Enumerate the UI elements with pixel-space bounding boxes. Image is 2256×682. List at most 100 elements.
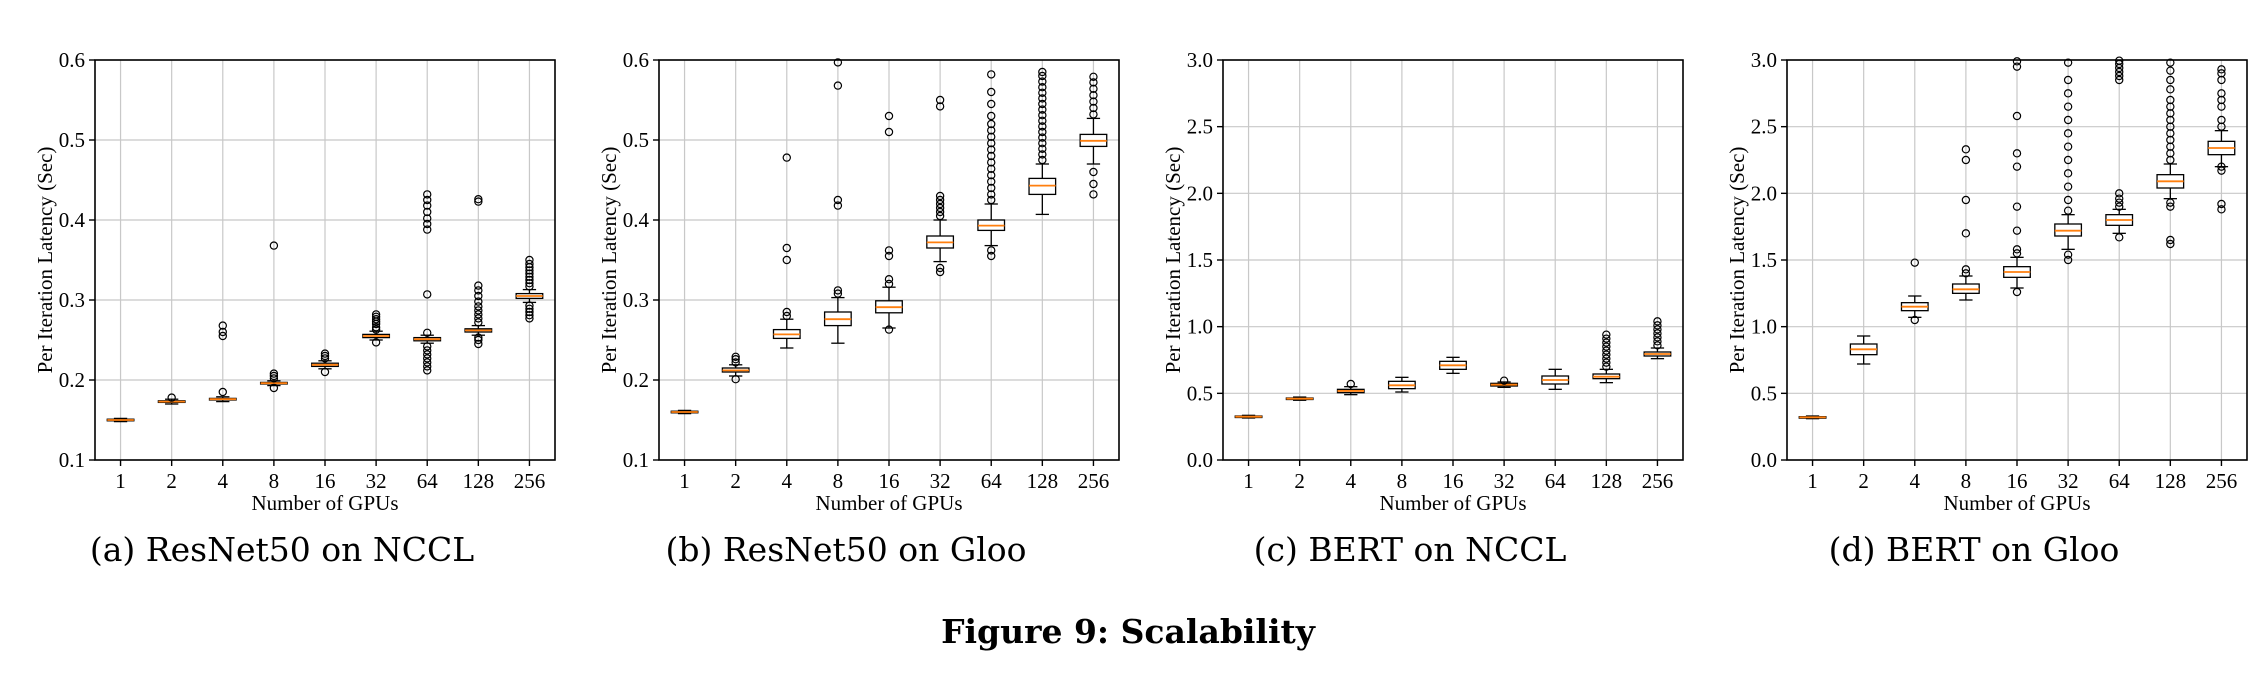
x-tick-label: 256 bbox=[1078, 469, 1110, 493]
outlier-point bbox=[371, 338, 381, 347]
outlier-point bbox=[833, 201, 843, 210]
outlier-point bbox=[2063, 75, 2073, 85]
outlier-point bbox=[371, 323, 381, 332]
y-tick-label: 0.2 bbox=[623, 368, 649, 392]
outlier-point bbox=[474, 286, 483, 295]
outlier-point bbox=[1961, 229, 1971, 238]
x-tick-label: 32 bbox=[1494, 469, 1515, 493]
outlier-point bbox=[269, 241, 279, 250]
outlier-point bbox=[1602, 330, 1611, 339]
outlier-point bbox=[474, 318, 483, 327]
outlier-point bbox=[782, 243, 791, 253]
outlier-point bbox=[320, 354, 330, 363]
x-tick-label: 32 bbox=[930, 469, 951, 493]
outlier-point bbox=[987, 119, 996, 129]
outlier-point bbox=[1653, 341, 1662, 350]
outlier-point bbox=[1089, 90, 1098, 100]
outlier-point bbox=[987, 158, 996, 167]
outlier-point bbox=[1038, 88, 1047, 98]
y-tick-label: 0.6 bbox=[59, 48, 85, 72]
outlier-point bbox=[2166, 85, 2175, 94]
x-tick-label: 256 bbox=[2206, 469, 2238, 493]
outlier-point bbox=[987, 177, 996, 186]
outlier-point bbox=[525, 301, 534, 310]
outlier-point bbox=[525, 259, 534, 269]
outlier-point bbox=[987, 87, 996, 97]
outlier-point bbox=[525, 272, 534, 281]
y-tick-label: 0.0 bbox=[1187, 448, 1213, 472]
outlier-point bbox=[1038, 116, 1047, 126]
x-tick-label: 128 bbox=[1027, 469, 1059, 493]
outlier-point bbox=[1038, 155, 1047, 165]
outlier-point bbox=[1089, 190, 1098, 199]
outlier-point bbox=[1910, 315, 1919, 325]
outlier-point bbox=[2115, 59, 2124, 69]
outlier-point bbox=[987, 111, 996, 121]
outlier-point bbox=[782, 255, 791, 265]
outlier-point bbox=[2063, 115, 2073, 125]
outlier-point bbox=[884, 246, 894, 255]
outlier-point bbox=[2063, 169, 2073, 178]
outlier-point bbox=[1653, 325, 1662, 334]
outlier-point bbox=[525, 304, 534, 313]
outlier-point bbox=[1653, 317, 1662, 326]
outlier-point bbox=[474, 314, 483, 323]
outlier-point bbox=[1961, 145, 1971, 154]
outlier-point bbox=[833, 195, 843, 205]
outlier-point bbox=[1602, 346, 1611, 355]
y-axis-title: Per Iteration Latency (Sec) bbox=[1725, 147, 1749, 374]
outlier-point bbox=[474, 297, 483, 306]
outlier-point bbox=[1089, 110, 1098, 119]
outlier-point bbox=[1038, 67, 1047, 77]
x-tick-label: 64 bbox=[417, 469, 439, 493]
outlier-point bbox=[423, 219, 432, 229]
outlier-point bbox=[2217, 115, 2226, 125]
outlier-point bbox=[474, 306, 483, 315]
chart-svg: 0.0 0.5 1.0 1.5 2.0 2.5 3.0 1 2 4 8 16 32 64 128 256 Num… bbox=[1725, 48, 2248, 515]
outlier-point bbox=[987, 132, 996, 141]
x-axis-title: Number of GPUs bbox=[1380, 491, 1527, 515]
outlier-point bbox=[987, 164, 996, 173]
outlier-point bbox=[1346, 379, 1355, 389]
outlier-point bbox=[525, 282, 534, 291]
outlier-point bbox=[2166, 202, 2175, 211]
x-tick-label: 32 bbox=[2058, 469, 2079, 493]
y-tick-label: 0.0 bbox=[1751, 448, 1777, 472]
outlier-point bbox=[269, 369, 279, 378]
outlier-point bbox=[525, 269, 534, 278]
outlier-point bbox=[1602, 358, 1611, 367]
outlier-point bbox=[525, 255, 534, 265]
outlier-point bbox=[1961, 265, 1971, 274]
x-tick-label: 64 bbox=[2109, 469, 2131, 493]
panel-caption: (a) ResNet50 on NCCL bbox=[89, 530, 475, 569]
x-tick-label: 2 bbox=[730, 469, 741, 493]
y-tick-label: 0.5 bbox=[1187, 381, 1213, 405]
outlier-point bbox=[423, 214, 432, 223]
outlier-point bbox=[987, 246, 996, 255]
outlier-point bbox=[1961, 269, 1971, 278]
outlier-point bbox=[884, 325, 894, 334]
outlier-point bbox=[2063, 89, 2073, 98]
outlier-point bbox=[987, 126, 996, 135]
panel-caption: (c) BERT on NCCL bbox=[1253, 530, 1567, 569]
outlier-point bbox=[1089, 167, 1098, 177]
outlier-point bbox=[2115, 75, 2124, 85]
outlier-point bbox=[2217, 89, 2226, 98]
outlier-point bbox=[218, 387, 227, 397]
outlier-point bbox=[1038, 144, 1047, 153]
outlier-point bbox=[884, 251, 894, 261]
x-tick-label: 256 bbox=[514, 469, 546, 493]
outlier-point bbox=[1038, 122, 1047, 131]
outlier-point bbox=[731, 355, 740, 364]
outlier-point bbox=[2166, 235, 2175, 245]
outlier-point bbox=[935, 207, 945, 217]
outlier-point bbox=[833, 81, 843, 90]
outlier-point bbox=[1961, 195, 1971, 205]
y-tick-label: 2.0 bbox=[1187, 181, 1213, 205]
outlier-point bbox=[1089, 84, 1098, 94]
outlier-point bbox=[1602, 354, 1611, 363]
outlier-point bbox=[474, 197, 483, 206]
chart-svg: 0.1 0.2 0.3 0.4 0.5 0.6 1 2 4 8 16 32 64 128 256 Number… bbox=[597, 48, 1120, 515]
x-tick-label: 16 bbox=[315, 469, 336, 493]
outlier-point bbox=[731, 352, 740, 361]
